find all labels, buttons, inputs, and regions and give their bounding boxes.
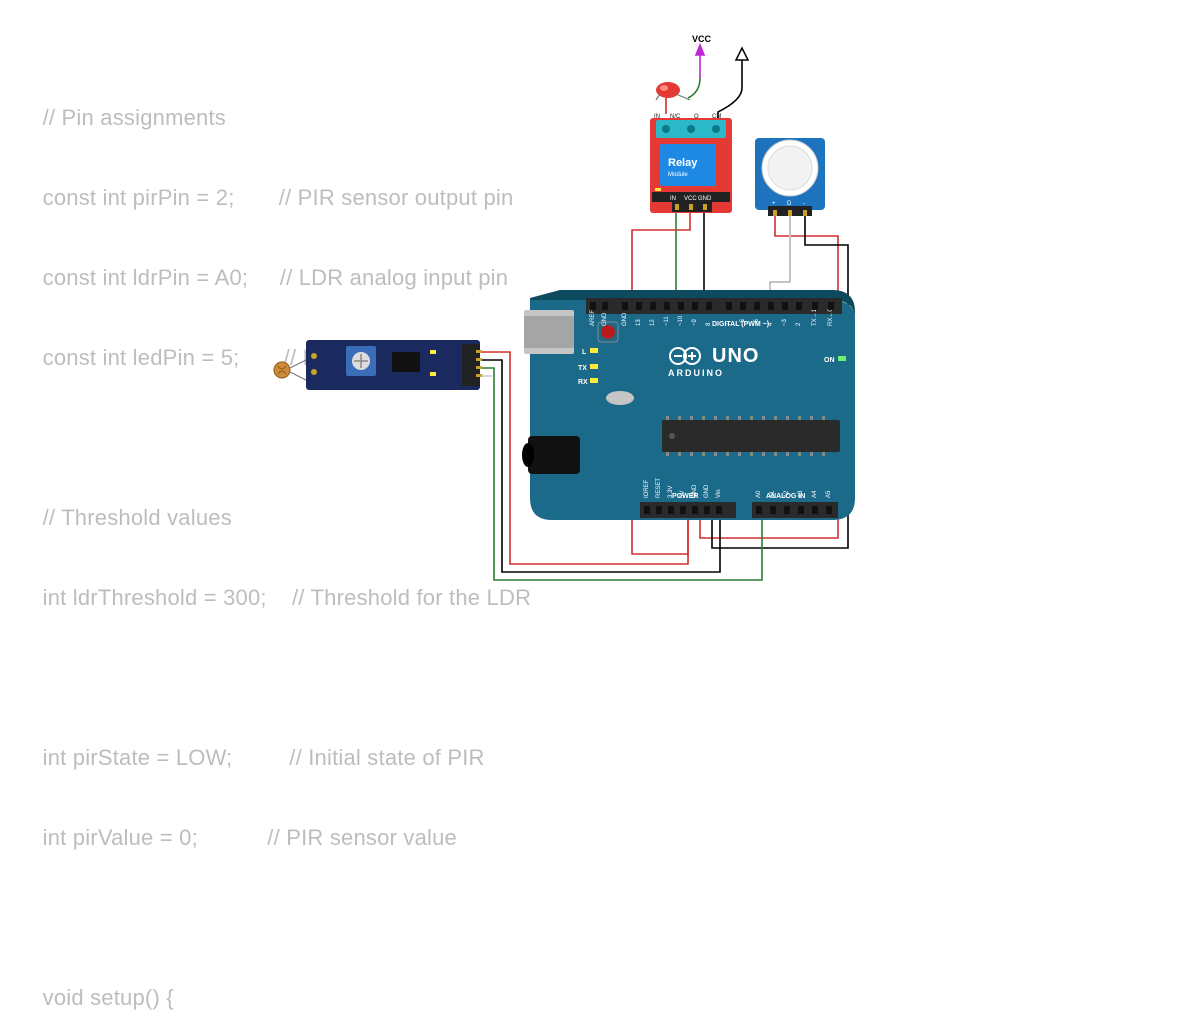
relay-module: IN N/C O CM Relay Module IN VCC GND [650, 114, 732, 213]
svg-text:A4: A4 [812, 490, 818, 498]
arduino-uno: UNO ARDUINO L TX RX ON DIGITAL (PWM ~) P… [522, 290, 855, 520]
svg-text:Vin: Vin [716, 489, 722, 498]
svg-text:ON: ON [824, 357, 835, 364]
led-component [656, 82, 690, 100]
svg-text:GND: GND [622, 312, 628, 326]
circuit-diagram: VCC IN N/C O CM Relay Module IN VCC GND [0, 0, 1200, 630]
svg-text:GND: GND [692, 484, 698, 498]
svg-text:~9: ~9 [692, 318, 698, 326]
svg-text:A3: A3 [798, 490, 804, 498]
svg-text:Relay: Relay [668, 157, 698, 169]
svg-text:Module: Module [668, 172, 688, 178]
svg-text:CM: CM [712, 114, 721, 120]
ldr-module [274, 340, 482, 390]
svg-text:IOREF: IOREF [644, 479, 650, 498]
code-line: int pirValue = 0; // PIR sensor value [43, 825, 457, 850]
svg-text:RX: RX [578, 379, 588, 386]
svg-text:A0: A0 [756, 490, 762, 498]
code-line: int pirState = LOW; // Initial state of … [43, 745, 485, 770]
svg-text:TX→1: TX→1 [812, 308, 818, 326]
vcc-label: VCC [692, 34, 712, 44]
svg-text:12: 12 [650, 319, 656, 326]
svg-text:3.3V: 3.3V [668, 486, 674, 498]
svg-text:GND: GND [602, 312, 608, 326]
svg-text:N/C: N/C [670, 114, 681, 120]
svg-text:IN: IN [670, 196, 676, 202]
svg-text:A2: A2 [784, 490, 790, 498]
svg-text:TX: TX [578, 365, 587, 372]
svg-text:O: O [694, 114, 699, 120]
svg-text:GND: GND [704, 484, 710, 498]
svg-text:5V: 5V [680, 491, 686, 498]
svg-text:GND: GND [698, 196, 712, 202]
svg-text:A1: A1 [770, 490, 776, 498]
svg-text:~5: ~5 [754, 318, 760, 326]
svg-text:~10: ~10 [678, 315, 684, 326]
svg-text:A5: A5 [826, 490, 832, 498]
svg-text:13: 13 [636, 319, 642, 326]
svg-text:+: + [772, 201, 776, 207]
svg-text:L: L [582, 349, 587, 356]
svg-text:RX←0: RX←0 [828, 308, 834, 326]
svg-text:IN: IN [654, 114, 660, 120]
pir-sensor: + D - [755, 138, 825, 216]
svg-text:RESET: RESET [656, 478, 662, 498]
svg-text:D: D [787, 201, 792, 207]
svg-text:AREF: AREF [590, 310, 596, 326]
code-line: void setup() { [43, 985, 174, 1010]
svg-text:~6: ~6 [740, 318, 746, 326]
arduino-title: UNO [712, 345, 759, 367]
svg-text:~3: ~3 [782, 318, 788, 326]
svg-text:VCC: VCC [684, 196, 697, 202]
svg-text:~11: ~11 [664, 316, 670, 326]
arduino-subtitle: ARDUINO [668, 368, 724, 378]
svg-text:-: - [803, 201, 805, 207]
